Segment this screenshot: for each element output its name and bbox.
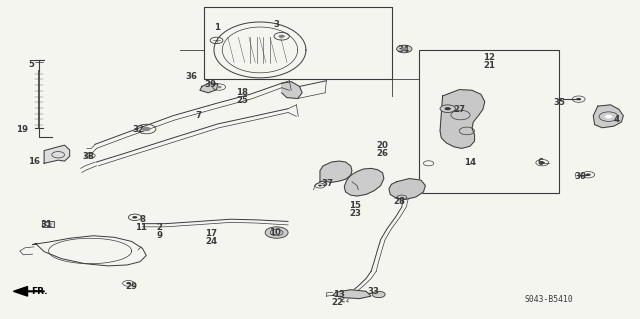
Bar bbox=[42, 221, 54, 227]
Text: 17: 17 bbox=[205, 229, 218, 238]
Text: 29: 29 bbox=[125, 282, 138, 291]
Text: 21: 21 bbox=[483, 61, 495, 70]
Circle shape bbox=[605, 115, 612, 119]
Circle shape bbox=[440, 105, 456, 113]
Text: 5: 5 bbox=[28, 60, 35, 69]
Text: 22: 22 bbox=[332, 298, 343, 307]
Circle shape bbox=[576, 98, 581, 100]
Text: 28: 28 bbox=[394, 197, 406, 206]
Text: 30: 30 bbox=[575, 173, 586, 182]
Text: S043-B5410: S043-B5410 bbox=[524, 295, 573, 304]
Circle shape bbox=[216, 86, 221, 88]
Bar bbox=[204, 7, 392, 78]
Text: FR.: FR. bbox=[31, 287, 48, 296]
Circle shape bbox=[445, 107, 451, 110]
Text: 31: 31 bbox=[41, 220, 52, 229]
Text: 2: 2 bbox=[156, 223, 162, 232]
Text: 4: 4 bbox=[614, 115, 620, 124]
Circle shape bbox=[127, 282, 131, 284]
Text: 35: 35 bbox=[554, 98, 565, 107]
Text: 23: 23 bbox=[349, 209, 361, 218]
Polygon shape bbox=[333, 290, 371, 299]
Text: 9: 9 bbox=[156, 231, 162, 240]
Polygon shape bbox=[200, 83, 218, 93]
Circle shape bbox=[278, 35, 285, 38]
Polygon shape bbox=[44, 145, 70, 163]
Text: 39: 39 bbox=[204, 80, 216, 89]
Text: 20: 20 bbox=[377, 141, 388, 150]
Text: 7: 7 bbox=[196, 111, 202, 120]
Circle shape bbox=[318, 185, 322, 187]
Text: 3: 3 bbox=[273, 20, 280, 29]
Text: 36: 36 bbox=[185, 72, 197, 81]
Text: 19: 19 bbox=[17, 125, 28, 134]
Circle shape bbox=[142, 127, 151, 131]
Circle shape bbox=[586, 174, 591, 176]
Circle shape bbox=[265, 227, 288, 238]
Text: 11: 11 bbox=[135, 223, 147, 232]
Text: 26: 26 bbox=[376, 149, 388, 158]
Text: 1: 1 bbox=[214, 23, 220, 32]
Text: 38: 38 bbox=[83, 152, 95, 161]
Text: 8: 8 bbox=[140, 215, 145, 224]
Circle shape bbox=[540, 161, 545, 164]
Circle shape bbox=[132, 216, 138, 219]
Text: 10: 10 bbox=[269, 228, 281, 237]
Text: 33: 33 bbox=[367, 287, 379, 296]
Circle shape bbox=[88, 155, 92, 157]
Circle shape bbox=[372, 291, 385, 298]
Polygon shape bbox=[344, 168, 384, 196]
Bar bbox=[419, 50, 559, 193]
Polygon shape bbox=[440, 90, 484, 148]
Text: 6: 6 bbox=[538, 158, 543, 167]
Polygon shape bbox=[282, 82, 302, 99]
Text: 32: 32 bbox=[132, 125, 144, 134]
Text: 15: 15 bbox=[349, 201, 361, 210]
Text: 34: 34 bbox=[397, 45, 409, 55]
Text: 24: 24 bbox=[205, 237, 218, 246]
Text: 25: 25 bbox=[236, 96, 248, 105]
Text: 16: 16 bbox=[28, 157, 40, 166]
Polygon shape bbox=[593, 105, 623, 128]
Text: 27: 27 bbox=[453, 105, 465, 114]
Text: 14: 14 bbox=[464, 158, 476, 167]
Polygon shape bbox=[320, 161, 352, 182]
Text: 13: 13 bbox=[333, 290, 345, 299]
Polygon shape bbox=[13, 286, 28, 296]
Text: 18: 18 bbox=[236, 88, 248, 97]
Circle shape bbox=[401, 48, 408, 50]
Text: 37: 37 bbox=[322, 179, 333, 188]
Text: 12: 12 bbox=[483, 53, 495, 62]
Circle shape bbox=[397, 45, 412, 53]
Polygon shape bbox=[389, 179, 426, 199]
